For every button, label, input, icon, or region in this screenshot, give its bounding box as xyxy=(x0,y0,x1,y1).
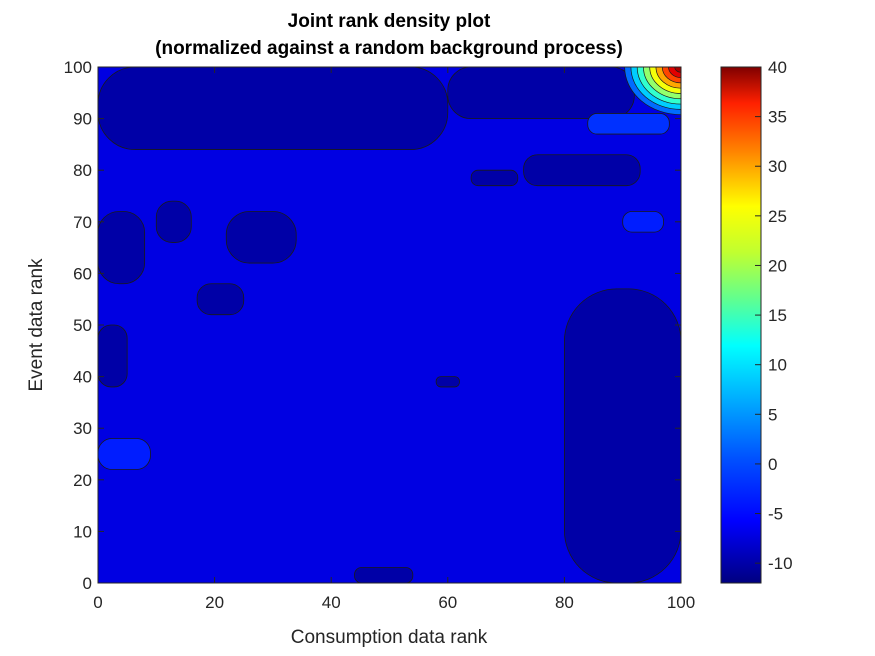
y-tick-label: 50 xyxy=(73,316,92,335)
colorbar-tick-label: 40 xyxy=(768,58,787,77)
colorbar-tick-label: 0 xyxy=(768,455,777,474)
y-axis-label: Event data rank xyxy=(26,258,47,392)
heatmap-region-14 xyxy=(587,113,670,135)
x-axis: 0 20 40 60 80 100 xyxy=(93,67,695,612)
colorbar-tick-label: 30 xyxy=(768,157,787,176)
colorbar-tick-label: 10 xyxy=(768,356,787,375)
colorbar xyxy=(720,66,762,584)
y-tick-label: 30 xyxy=(73,419,92,438)
plot-area xyxy=(98,67,681,583)
colorbar-tick-label: 5 xyxy=(768,405,777,424)
colorbar-ticks: -10 -5 0 5 10 15 20 25 30 35 40 xyxy=(755,58,793,573)
y-tick-label: 40 xyxy=(73,368,92,387)
y-tick-label: 80 xyxy=(73,161,92,180)
chart-subtitle: (normalized against a random background … xyxy=(155,38,623,59)
colorbar-tick-label: 25 xyxy=(768,207,787,226)
heatmap-region-5 xyxy=(155,200,192,243)
y-tick-label: 60 xyxy=(73,264,92,283)
heatmap-region-2 xyxy=(447,67,635,119)
x-tick-label: 20 xyxy=(205,593,224,612)
y-tick-label: 20 xyxy=(73,471,92,490)
colorbar-tick-label: 20 xyxy=(768,256,787,275)
colorbar-tick-label: -5 xyxy=(768,505,783,524)
heatmap-region-10 xyxy=(435,376,460,388)
colorbar-tick-label: 15 xyxy=(768,306,787,325)
heatmap-region-7 xyxy=(98,324,128,388)
y-tick-label: 0 xyxy=(83,574,92,593)
heatmap-region-3 xyxy=(98,211,146,285)
x-tick-label: 0 xyxy=(93,593,102,612)
heatmap-region-11 xyxy=(564,288,681,583)
x-tick-label: 40 xyxy=(322,593,341,612)
y-axis: 0 10 20 30 40 50 60 70 80 90 100 xyxy=(64,58,681,593)
y-tick-label: 90 xyxy=(73,110,92,129)
x-axis-label: Consumption data rank xyxy=(291,627,488,648)
x-tick-label: 60 xyxy=(438,593,457,612)
colorbar-tick-label: 35 xyxy=(768,108,787,127)
heatmap-region-9 xyxy=(470,169,519,187)
x-tick-label: 80 xyxy=(555,593,574,612)
colorbar-tick-label: -10 xyxy=(768,554,793,573)
heatmap-region-4 xyxy=(225,211,297,264)
x-tick-label: 100 xyxy=(667,593,695,612)
heatmap-region-12 xyxy=(354,567,414,583)
y-tick-label: 70 xyxy=(73,213,92,232)
heatmap-region-1 xyxy=(98,67,449,150)
heatmap-region-6 xyxy=(196,283,245,316)
y-tick-label: 100 xyxy=(64,58,92,77)
chart-title: Joint rank density plot xyxy=(288,11,491,32)
heatmap-region-15 xyxy=(98,438,151,470)
heatmap-region-13 xyxy=(622,211,664,233)
y-tick-label: 10 xyxy=(73,522,92,541)
heatmap-region-8 xyxy=(523,154,641,187)
